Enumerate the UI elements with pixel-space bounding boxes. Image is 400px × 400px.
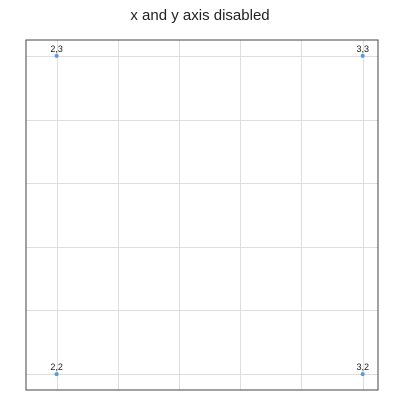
data-points — [54, 53, 365, 377]
data-label: 3,3 — [356, 44, 369, 54]
chart-title: x and y axis disabled — [130, 7, 270, 24]
data-point — [360, 53, 365, 58]
data-point — [54, 53, 59, 58]
plot-area-frame — [25, 39, 379, 391]
data-label: 2,3 — [50, 44, 63, 54]
data-label: 2,2 — [50, 362, 63, 372]
data-labels: 2,3 3,3 2,2 3,2 — [50, 44, 369, 372]
data-point — [360, 372, 365, 377]
data-point — [54, 372, 59, 377]
grid-lines — [26, 40, 378, 390]
data-label: 3,2 — [356, 362, 369, 372]
